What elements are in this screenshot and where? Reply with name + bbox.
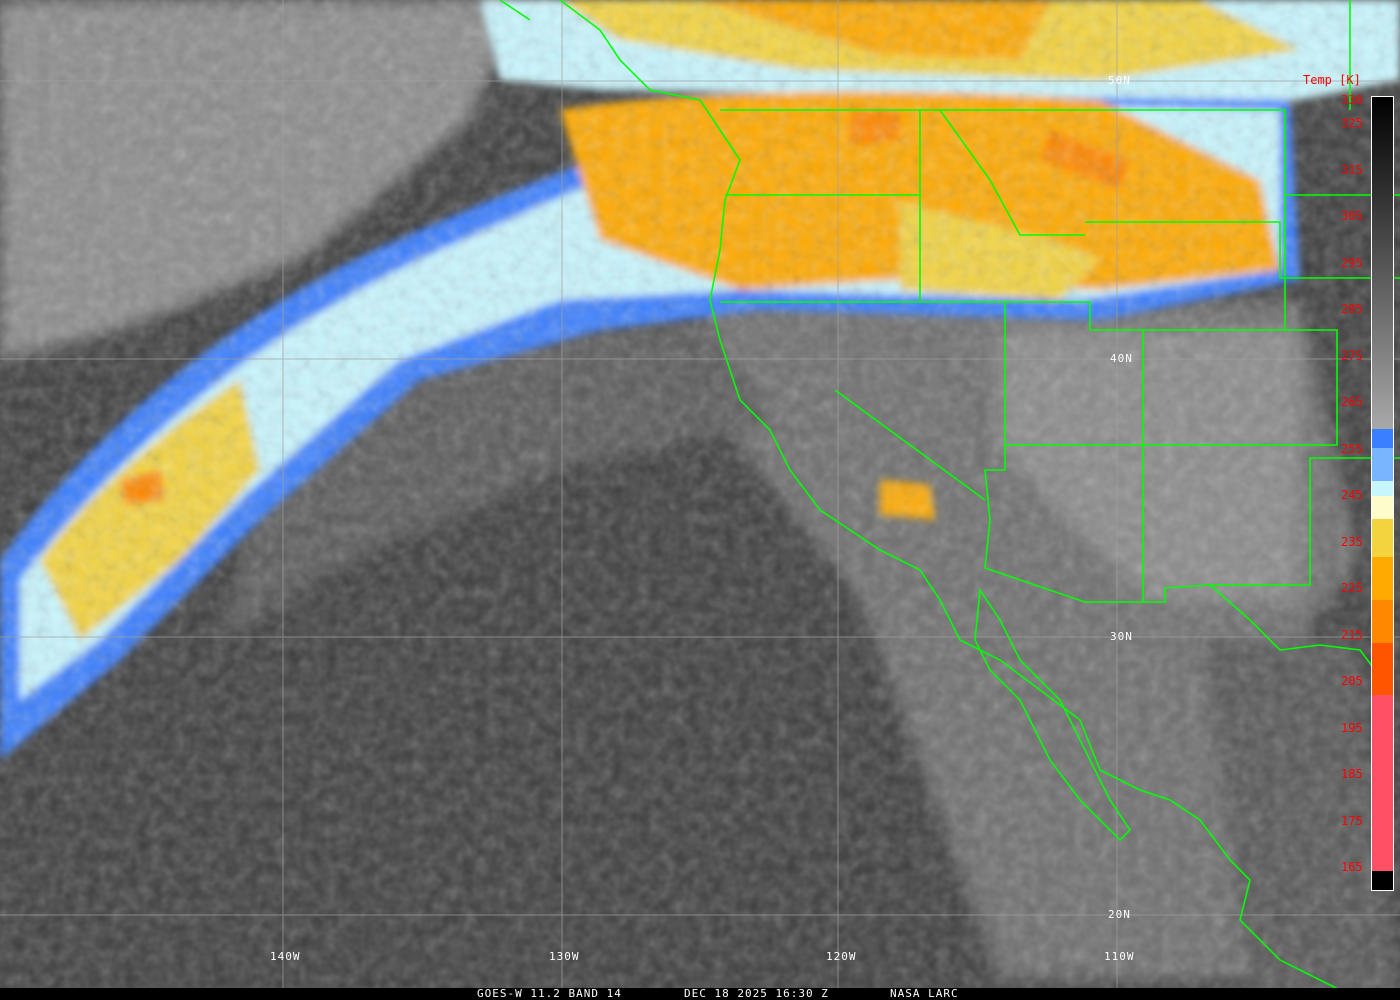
- colorbar-segment: [1372, 694, 1393, 871]
- colorbar-segment: [1372, 481, 1393, 496]
- colorbar-tick-label: 295: [1341, 255, 1363, 270]
- lon-label-140w: 140W: [270, 950, 301, 963]
- colorbar-tick-label: 245: [1341, 488, 1363, 503]
- colorbar-tick-label: 285: [1341, 302, 1363, 317]
- temperature-colorbar: [1371, 96, 1394, 891]
- colorbar-segment: [1372, 557, 1393, 600]
- colorbar-segment: [1372, 642, 1393, 695]
- political-boundaries: [499, 0, 1400, 991]
- lat-label-30n: 30N: [1110, 630, 1133, 643]
- colorbar-tick-label: 275: [1341, 348, 1363, 363]
- caption-bar: GOES-W 11.2 BAND 14 DEC 18 2025 16:30 Z …: [0, 988, 1400, 1000]
- colorbar-tick-label: 315: [1341, 162, 1363, 177]
- caption-satellite: GOES-W 11.2 BAND 14: [477, 987, 622, 1000]
- colorbar-tick-label: 205: [1341, 674, 1363, 689]
- lon-label-130w: 130W: [549, 950, 580, 963]
- colorbar-segment: [1372, 429, 1393, 449]
- colorbar-tick-label: 165: [1341, 860, 1363, 874]
- lon-label-110w: 110W: [1104, 950, 1135, 963]
- colorbar-tick-label: 215: [1341, 627, 1363, 642]
- colorbar-segment: [1372, 97, 1393, 430]
- colorbar-tick-label: 255: [1341, 441, 1363, 456]
- colorbar-segment: [1372, 448, 1393, 482]
- colorbar-tick-label: 235: [1341, 534, 1363, 549]
- colorbar-segment: [1372, 519, 1393, 558]
- caption-datetime: DEC 18 2025 16:30 Z: [684, 987, 829, 1000]
- lon-label-120w: 120W: [826, 950, 857, 963]
- colorbar-tick-label: 265: [1341, 395, 1363, 410]
- colorbar-tick-label: 225: [1341, 581, 1363, 596]
- colorbar-segment: [1372, 870, 1393, 880]
- colorbar-tick-label: 195: [1341, 720, 1363, 735]
- colorbar-tick-label: 325: [1341, 116, 1363, 131]
- lat-label-40n: 40N: [1110, 352, 1133, 365]
- colorbar-segment: [1372, 495, 1393, 520]
- coastline: [499, 0, 1341, 991]
- colorbar-segment: [1372, 600, 1393, 643]
- lat-label-50n: 50N: [1108, 74, 1131, 87]
- colorbar-tick-label: 185: [1341, 767, 1363, 782]
- baja-peninsula: [974, 587, 1132, 842]
- colorbar-tick-label: 305: [1341, 209, 1363, 224]
- lat-label-20n: 20N: [1108, 908, 1131, 921]
- colorbar-tick-label: 330: [1341, 93, 1363, 107]
- state-borders: [720, 109, 1400, 691]
- colorbar-title: Temp [K]: [1303, 73, 1361, 87]
- colorbar-tick-label: 175: [1341, 813, 1363, 828]
- caption-source: NASA LARC: [890, 987, 959, 1000]
